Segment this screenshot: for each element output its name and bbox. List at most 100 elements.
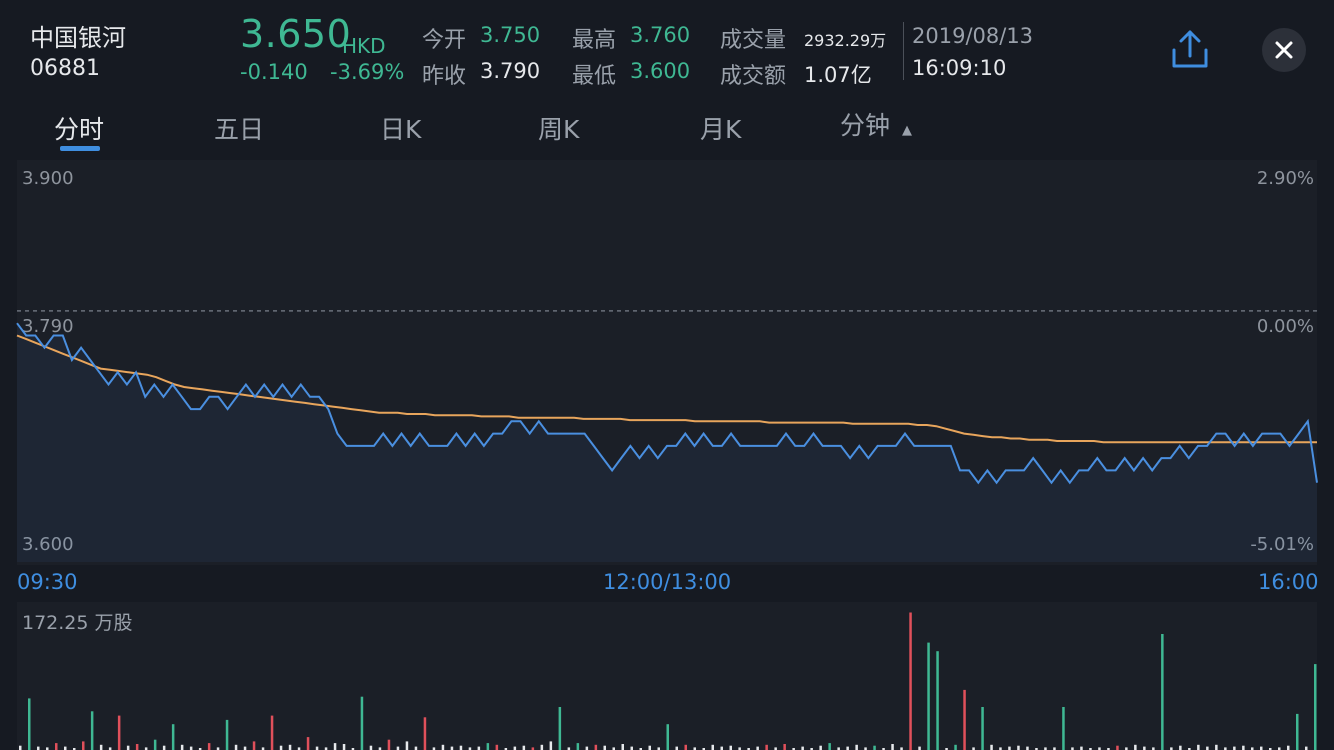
volume-bar (82, 741, 85, 750)
volume-bar (1008, 746, 1011, 750)
volume-bar (378, 747, 382, 750)
volume-bar (19, 745, 22, 750)
dropdown-triangle-icon: ▲ (901, 123, 912, 138)
volume-bar (549, 741, 553, 750)
volume-bar (1188, 748, 1191, 750)
volume-bar (1170, 747, 1173, 750)
share-button[interactable] (1170, 28, 1210, 70)
volume-bar (675, 746, 678, 750)
x-tick-open: 09:30 (17, 570, 78, 594)
volume-bar (73, 748, 76, 750)
volume-bar (1260, 746, 1263, 750)
volume-bar (225, 719, 229, 750)
volume-bar (171, 724, 175, 750)
volume-bar (477, 746, 481, 750)
turnover-value: 1.07亿 (804, 63, 872, 87)
volume-bar (774, 747, 777, 750)
volume-bar (37, 746, 40, 750)
pct-tick-bottom: -5.01% (1250, 534, 1314, 555)
volume-bar (684, 744, 687, 750)
volume-bar (936, 651, 939, 750)
tab-daily-k[interactable]: 日K (380, 115, 422, 144)
volume-bar (891, 744, 894, 750)
tab-minute[interactable]: 分钟 ▲ (840, 106, 912, 142)
volume-bar (270, 715, 274, 750)
volume-bar (99, 744, 103, 750)
volume-bar (540, 744, 544, 750)
volume-bar (351, 748, 355, 750)
volume-bar (432, 747, 436, 750)
volume-bar (1017, 745, 1020, 750)
volume-bar (522, 745, 526, 750)
volume-bar (342, 744, 346, 750)
volume-bar (927, 642, 930, 750)
tab-monthly-k[interactable]: 月K (700, 115, 742, 144)
period-tabs: 分时 五日 日K 周K 月K 分钟 ▲ (0, 100, 1334, 156)
volume-bar (504, 748, 508, 750)
volume-bar (55, 743, 58, 750)
active-tab-indicator (60, 146, 100, 151)
volume-bar (207, 743, 211, 750)
turnover-label: 成交额 (720, 64, 787, 89)
volume-bar (423, 717, 427, 750)
volume-bar (1116, 745, 1119, 750)
volume-bar (558, 707, 562, 750)
volume-bar (288, 744, 292, 750)
volume-bar (1107, 748, 1110, 750)
header-divider (903, 22, 904, 80)
high-value: 3.760 (630, 23, 691, 47)
volume-bar (369, 745, 373, 750)
volume-bar (1161, 634, 1164, 750)
volume-bar (999, 747, 1002, 750)
quote-time: 16:09:10 (912, 56, 1007, 80)
volume-bar (909, 612, 912, 750)
volume-bar (594, 744, 598, 750)
tab-five-day[interactable]: 五日 (214, 115, 265, 144)
volume-bar (819, 745, 822, 750)
volume-bar (846, 746, 849, 750)
tab-intraday[interactable]: 分时 (54, 115, 105, 144)
volume-bar (306, 737, 310, 750)
tab-weekly-k[interactable]: 周K (538, 115, 580, 144)
volume-bar (144, 747, 148, 750)
volume-bar (333, 743, 337, 750)
volume-bar (1215, 744, 1218, 750)
volume-bar (117, 715, 121, 750)
y-tick-ref: 3.790 (22, 316, 74, 337)
open-value: 3.750 (480, 23, 541, 47)
stock-code: 06881 (30, 56, 100, 81)
volume-bar (297, 747, 301, 750)
volume-bar (1233, 746, 1236, 750)
volume-bar (1143, 746, 1146, 750)
volume-bar (1152, 747, 1155, 750)
volume-bar (1287, 745, 1290, 750)
volume-bar (360, 696, 364, 750)
volume-bar (648, 745, 651, 750)
volume-bar (1026, 746, 1029, 750)
pct-tick-top: 2.90% (1256, 168, 1314, 189)
volume-bar (1197, 744, 1200, 750)
volume-bar (1080, 746, 1083, 750)
prev-close-value: 3.790 (480, 59, 541, 83)
volume-bar (46, 747, 49, 750)
high-label: 最高 (572, 28, 617, 53)
volume-bar (486, 743, 490, 750)
volume-bar (621, 744, 624, 750)
y-tick-top: 3.900 (22, 168, 74, 189)
volume-bar (801, 746, 804, 750)
volume-bar (531, 747, 535, 750)
volume-bar (630, 746, 633, 750)
volume-bar (1305, 746, 1308, 750)
volume-bar (747, 748, 750, 750)
price-change: -0.140 (240, 60, 308, 84)
volume-bar (873, 745, 876, 750)
currency: HKD (342, 34, 386, 58)
x-tick-midday: 12:00/13:00 (603, 570, 732, 594)
volume-bar (864, 747, 867, 750)
close-button[interactable] (1262, 28, 1306, 72)
volume-bar (711, 744, 714, 750)
volume-bar (657, 747, 660, 750)
volume-bar (1251, 747, 1254, 750)
volume-bar (882, 748, 885, 750)
volume-bar (108, 747, 112, 750)
